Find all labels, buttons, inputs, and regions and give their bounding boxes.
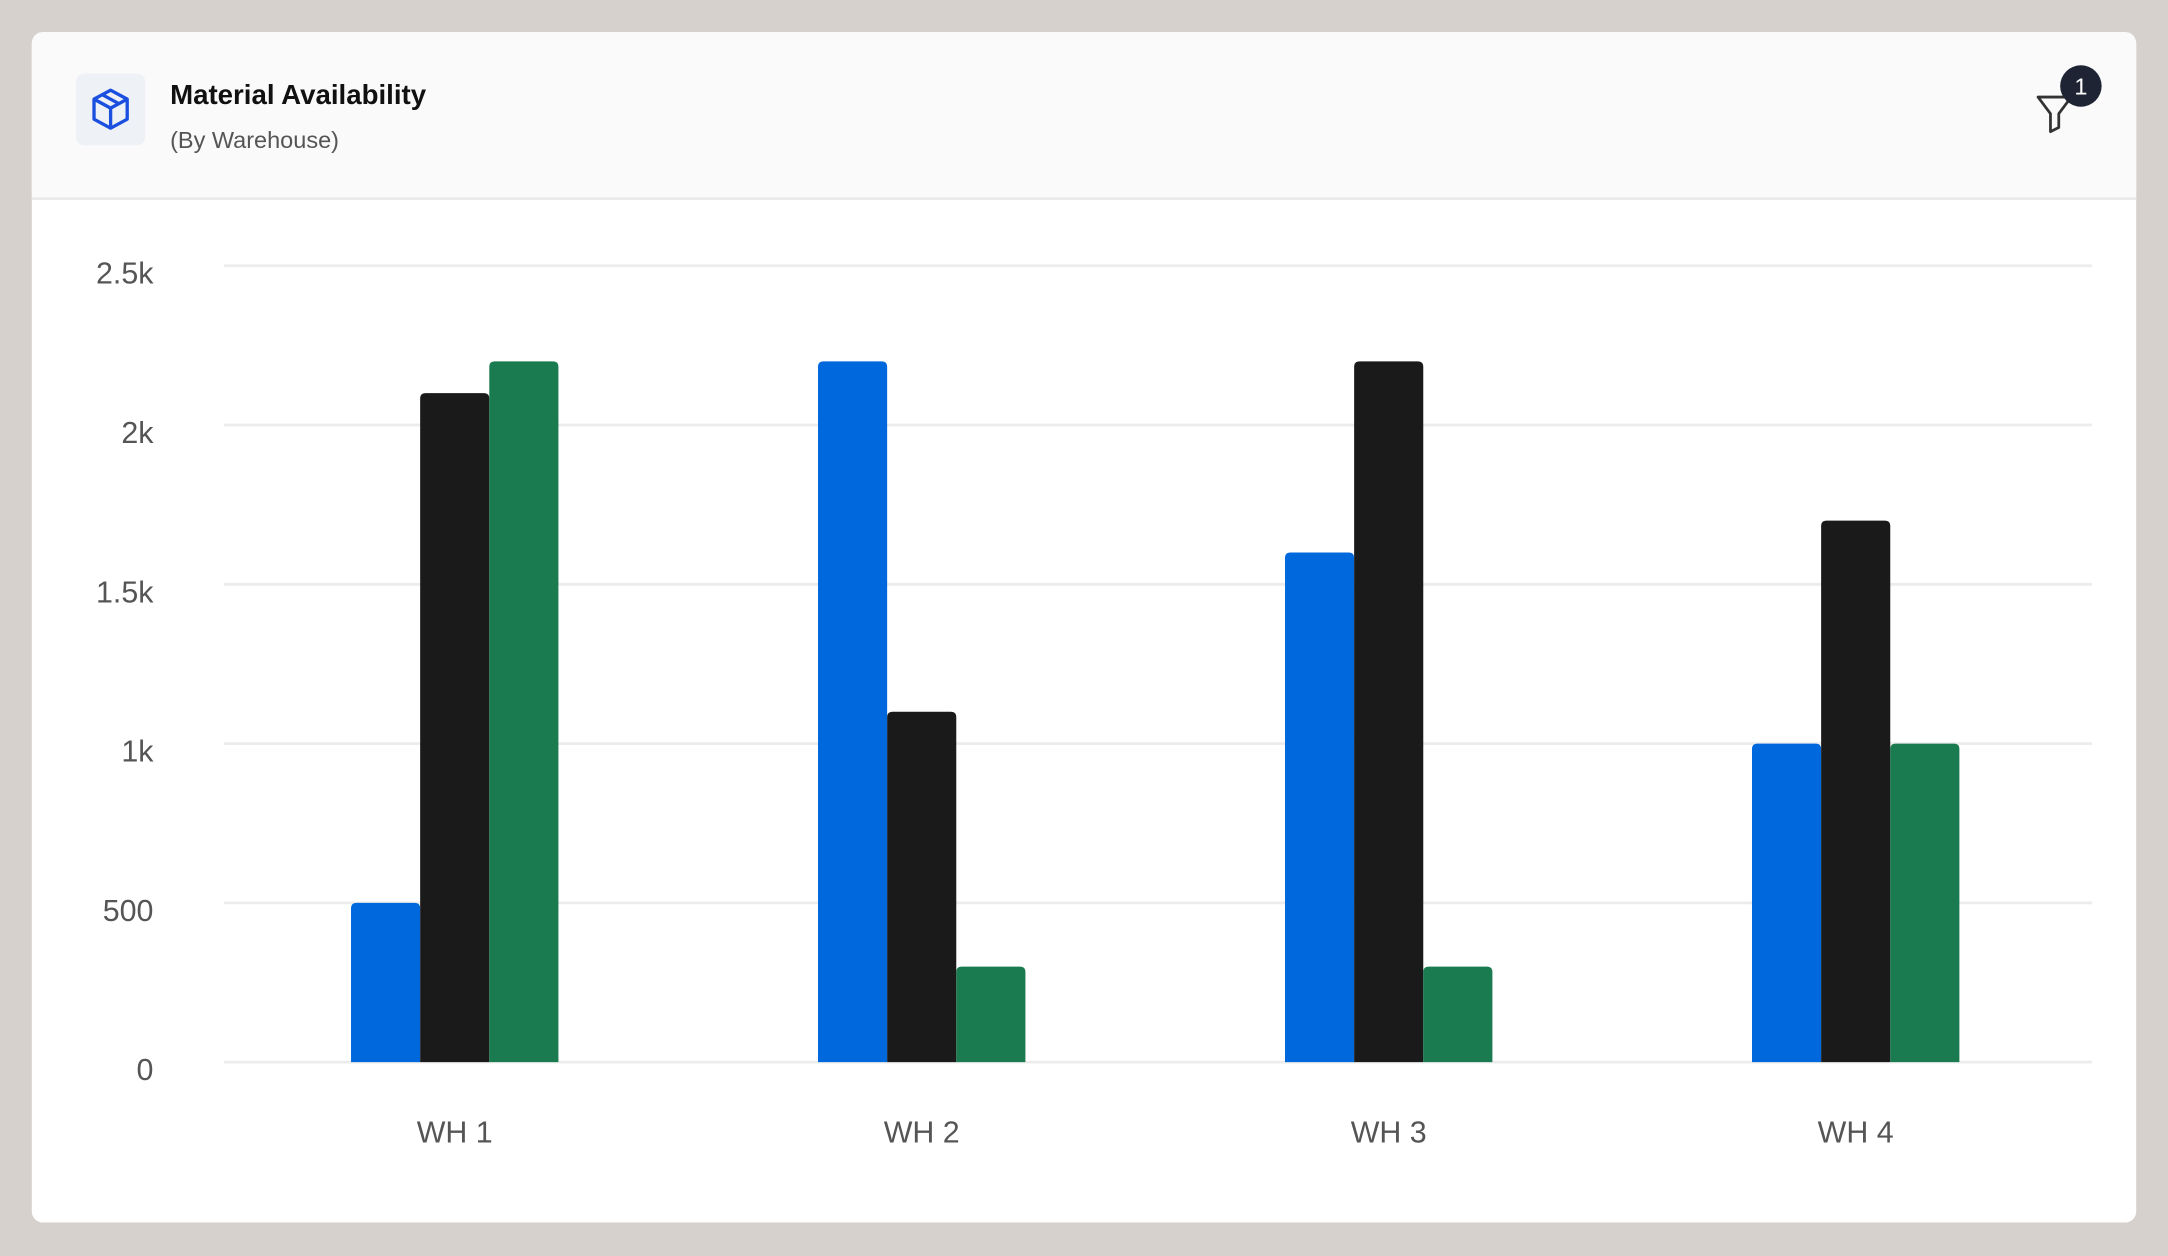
bar [818, 361, 888, 1063]
bar [1423, 966, 1493, 1063]
y-tick-label: 2k [121, 416, 154, 450]
bar [1890, 743, 1960, 1063]
bar-chart: 0 500 1k 1.5k 2k 2.5k WH 1 WH 2 WH 3 WH 4 [96, 257, 2092, 1149]
x-tick-label: WH 2 [884, 1115, 960, 1149]
bar [420, 393, 490, 1063]
bar [1285, 552, 1355, 1063]
bar [1821, 520, 1891, 1063]
x-tick-label: WH 4 [1818, 1115, 1894, 1149]
bar [1354, 361, 1424, 1063]
bar [1751, 743, 1822, 1063]
widget-subtitle: (By Warehouse) [170, 127, 339, 153]
widget-icon [76, 73, 146, 146]
y-tick-label: 2.5k [96, 257, 154, 291]
card-header [31, 32, 2137, 198]
bar [956, 966, 1026, 1063]
widget-title: Material Availability [170, 79, 427, 110]
y-tick-label: 0 [137, 1053, 154, 1087]
y-tick-label: 500 [103, 894, 154, 928]
x-tick-label: WH 1 [417, 1115, 493, 1149]
bar [351, 902, 421, 1063]
filter-badge [2060, 65, 2102, 107]
x-tick-label: WH 3 [1351, 1115, 1427, 1149]
bar [887, 711, 957, 1063]
bar [489, 361, 559, 1063]
filter-badge-count: 1 [2074, 73, 2087, 99]
y-tick-label: 1.5k [96, 575, 154, 609]
y-tick-label: 1k [121, 735, 154, 769]
filter-button[interactable]: 1 [2036, 65, 2102, 134]
